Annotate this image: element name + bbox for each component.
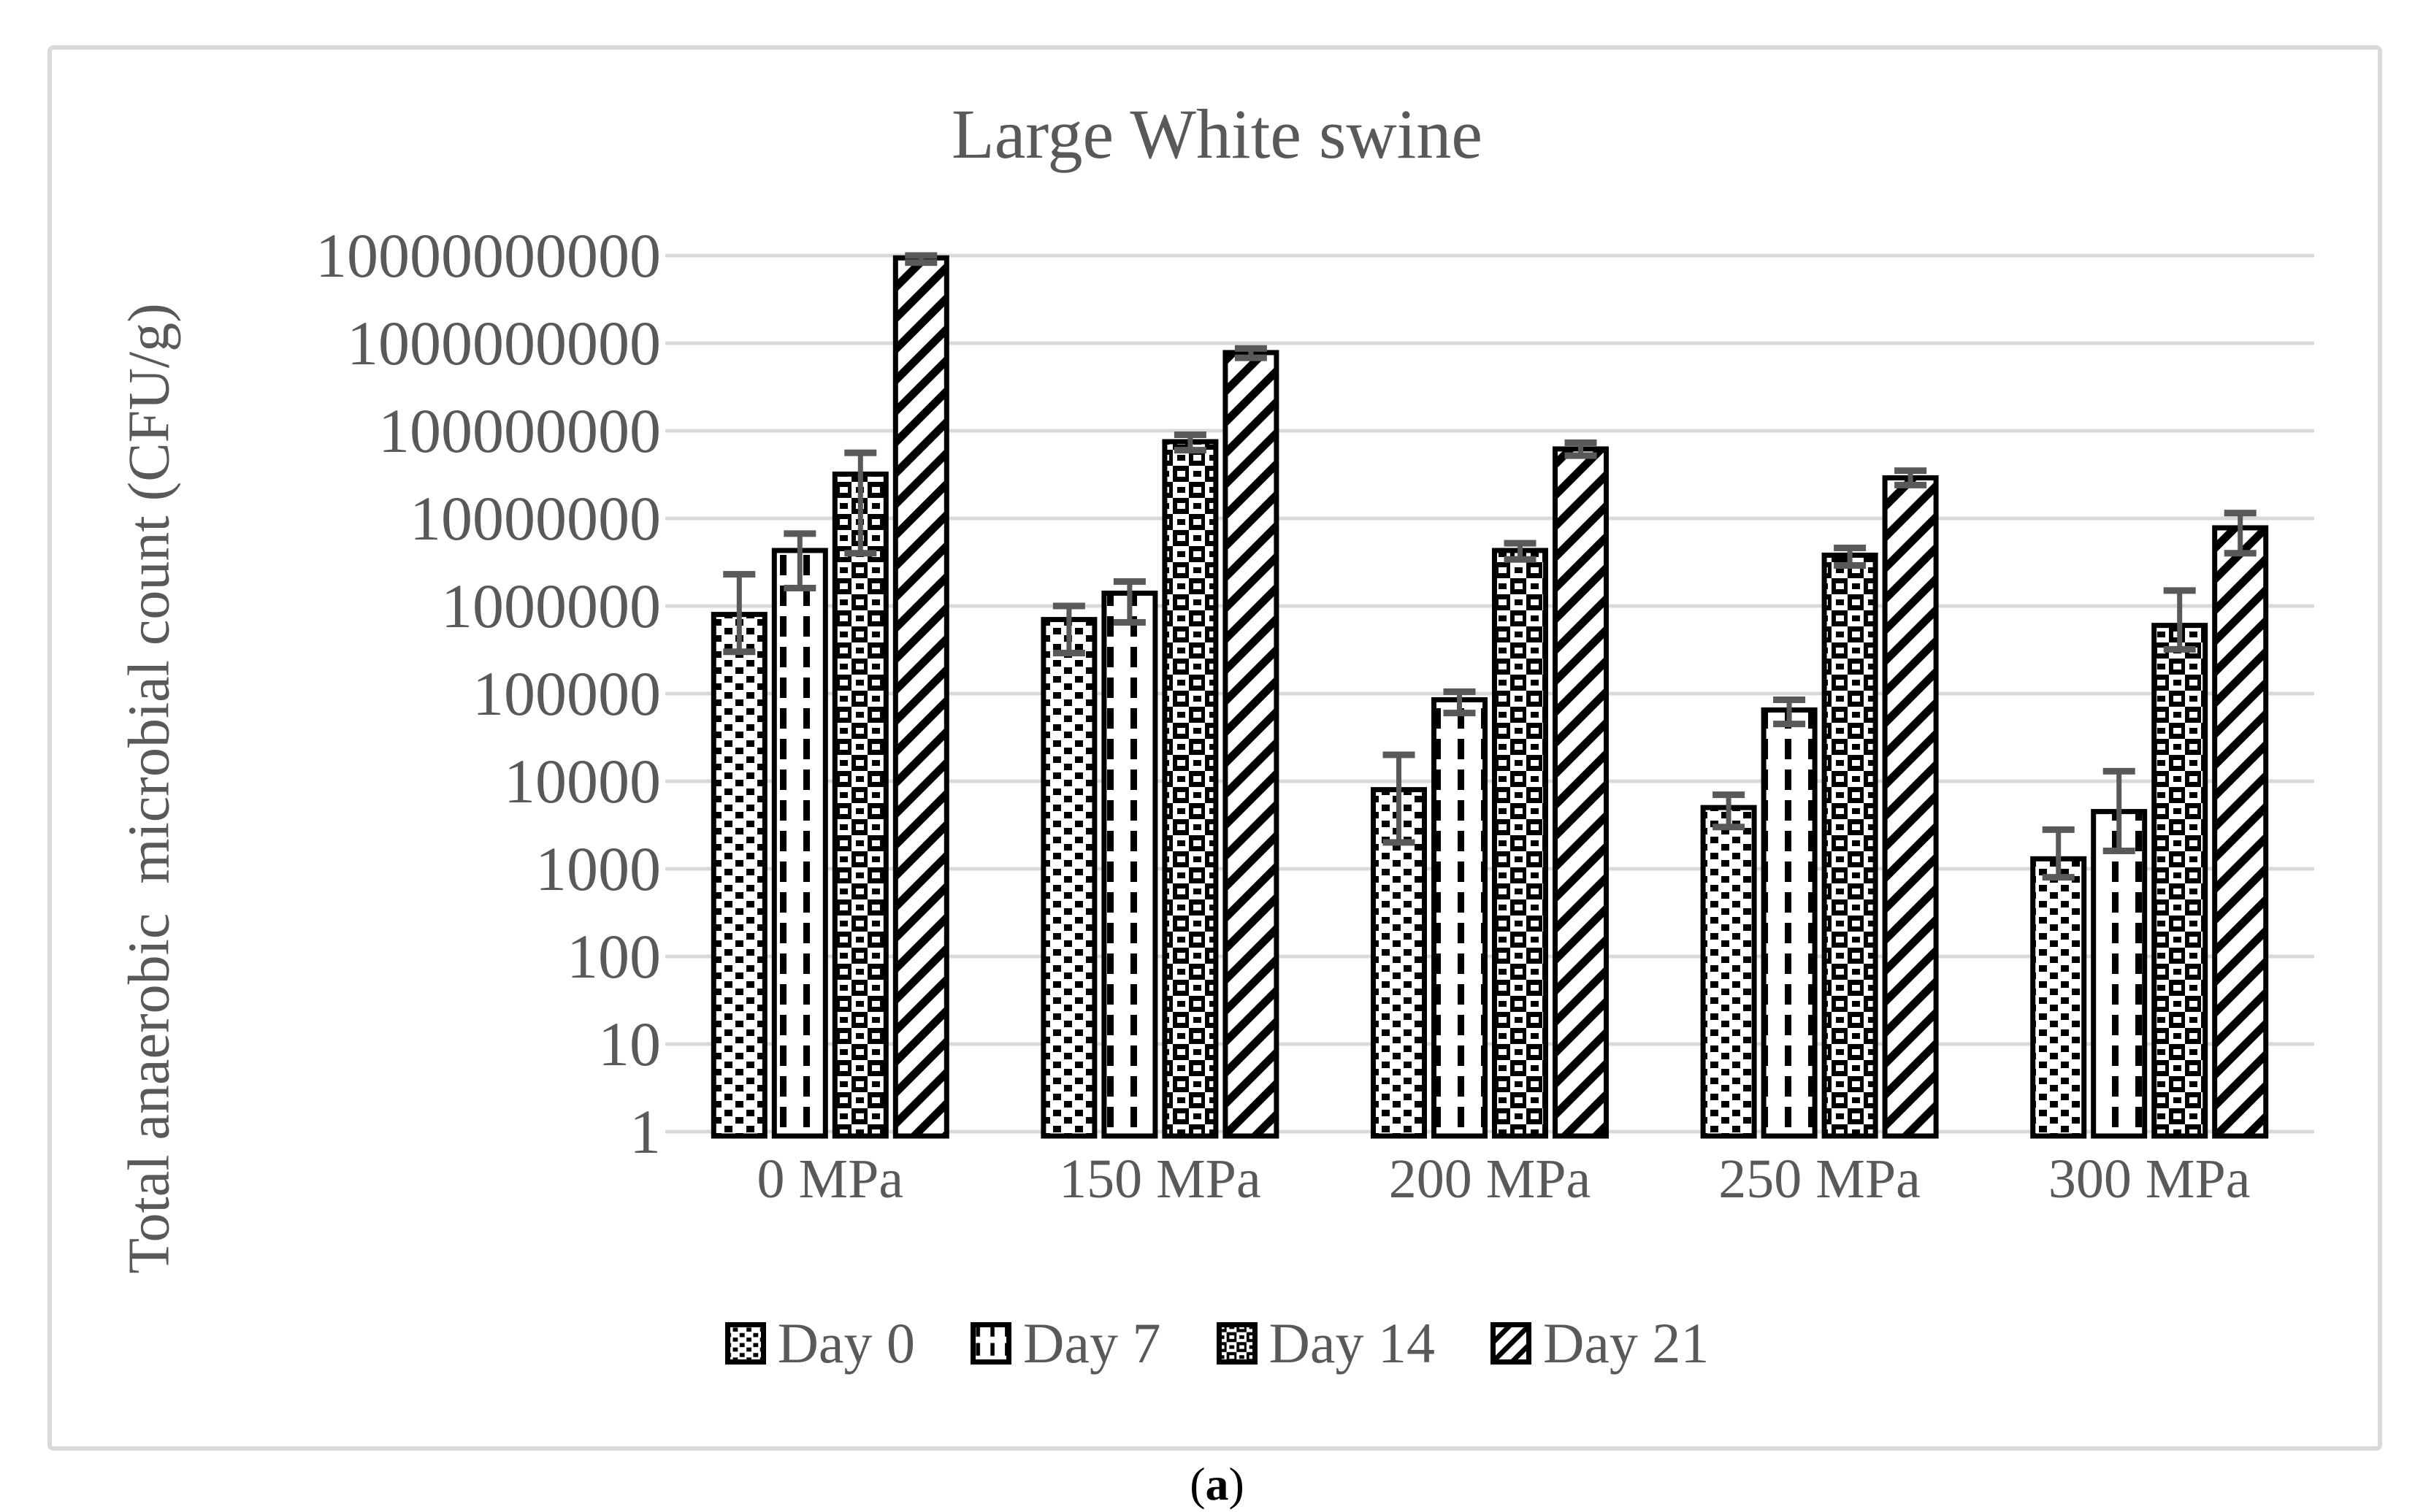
error-cap (905, 259, 938, 266)
bar-day-0-250-mpa (1700, 805, 1757, 1139)
error-cap (2042, 826, 2075, 833)
legend-label: Day 14 (1268, 1311, 1435, 1375)
caption-close-paren: ) (1228, 1458, 1244, 1510)
error-cap (1894, 467, 1927, 475)
legend-label: Day 21 (1542, 1311, 1710, 1375)
error-cap (844, 550, 877, 557)
legend: Day 0 Day 7 Day 14 Day 21 (47, 1301, 2387, 1386)
bar-day-21-200-mpa (1553, 446, 1609, 1139)
error-cap (1113, 578, 1146, 586)
error-cap (784, 585, 816, 592)
bar-day-14-0-mpa (832, 471, 889, 1139)
legend-label: Day 7 (1023, 1311, 1161, 1375)
bar-day-7-300-mpa (2091, 809, 2148, 1139)
error-cap (1564, 439, 1597, 446)
error-cap (1234, 354, 1267, 361)
error-cap (2042, 874, 2075, 881)
x-axis-label-300-mpa: 300 MPa (2048, 1148, 2251, 1210)
chart-title: Large White swine (952, 95, 1482, 173)
error-cap (1382, 751, 1415, 759)
legend-swatch-checker-weave-icon (1216, 1322, 1258, 1365)
bar-day-14-250-mpa (1821, 552, 1878, 1139)
error-cap (723, 648, 756, 656)
error-cap (1564, 452, 1597, 459)
legend-item-day-7: Day 7 (971, 1310, 1161, 1376)
y-tick-label: 10000 (504, 746, 661, 816)
bar-day-21-300-mpa (2212, 525, 2269, 1139)
error-bars (723, 252, 2257, 881)
legend-item-day-0: Day 0 (724, 1310, 916, 1376)
error-cap (1174, 431, 1206, 438)
bar-day-14-200-mpa (1492, 548, 1548, 1139)
bar-day-14-300-mpa (2151, 623, 2208, 1139)
bar-day-0-300-mpa (2030, 856, 2087, 1139)
y-tick-label: 1000 (535, 834, 661, 904)
error-cap (844, 449, 877, 456)
error-cap (1504, 556, 1536, 563)
y-tick-label: 10 (598, 1009, 661, 1079)
error-cap (1773, 696, 1806, 703)
figure-caption: (a) (0, 1457, 2434, 1511)
y-tick-label: 10000000 (410, 483, 661, 553)
error-cap (1443, 710, 1476, 717)
error-cap (1382, 839, 1415, 846)
error-cap (1712, 791, 1745, 799)
x-axis-label-0-mpa: 0 MPa (757, 1148, 904, 1210)
error-cap (2224, 550, 2257, 557)
error-cap (1504, 540, 1536, 547)
y-tick-label: 1000000 (441, 571, 661, 641)
legend-swatch-speckle-dashes-icon (724, 1322, 766, 1365)
error-cap (905, 252, 938, 259)
x-axis-label-200-mpa: 200 MPa (1388, 1148, 1591, 1210)
bar-day-7-150-mpa (1101, 590, 1158, 1139)
bar-day-14-150-mpa (1162, 439, 1219, 1139)
bar-day-7-250-mpa (1761, 707, 1818, 1139)
error-cap (2163, 645, 2196, 653)
y-axis-title: Total anaerobic microbial count (CFU/g) (117, 303, 182, 1274)
legend-label: Day 0 (777, 1311, 916, 1375)
bar-day-7-0-mpa (771, 548, 828, 1139)
y-tick-label: 1000000000 (347, 308, 661, 378)
legend-swatch-diagonal-up-icon (1490, 1322, 1531, 1365)
y-tick-label: 10000000000 (315, 220, 661, 291)
caption-open-paren: ( (1190, 1458, 1206, 1510)
x-axis-label-150-mpa: 150 MPa (1059, 1148, 1261, 1210)
error-cap (2102, 848, 2135, 855)
error-cap (784, 530, 816, 537)
legend-swatch-vertical-dashes-icon (971, 1322, 1012, 1365)
error-cap (1443, 688, 1476, 695)
bar-day-7-200-mpa (1431, 696, 1488, 1139)
bars (711, 255, 2269, 1139)
bar-day-0-150-mpa (1041, 617, 1098, 1139)
error-cap (1234, 345, 1267, 352)
bar-day-0-0-mpa (711, 612, 768, 1139)
y-tick-label: 100000 (472, 659, 661, 729)
error-cap (2224, 510, 2257, 517)
x-axis-label-250-mpa: 250 MPa (1718, 1148, 1921, 1210)
error-cap (1712, 824, 1745, 831)
error-cap (1052, 602, 1085, 610)
bar-day-21-250-mpa (1882, 475, 1939, 1139)
y-tick-label: 1 (629, 1097, 661, 1167)
error-cap (1052, 650, 1085, 657)
error-cap (1894, 481, 1927, 488)
bar-day-21-0-mpa (892, 255, 949, 1139)
error-cap (1834, 562, 1867, 569)
error-cap (1773, 721, 1806, 728)
error-cap (1834, 544, 1867, 551)
y-tick-label: 100000000 (378, 396, 661, 466)
legend-item-day-21: Day 21 (1490, 1310, 1709, 1376)
error-cap (2102, 767, 2135, 775)
error-cap (1113, 618, 1146, 626)
error-cap (2163, 587, 2196, 594)
y-tick-label: 100 (567, 921, 661, 991)
bar-day-0-200-mpa (1371, 787, 1427, 1139)
error-cap (723, 571, 756, 578)
caption-letter: a (1205, 1458, 1229, 1510)
bar-day-21-150-mpa (1222, 350, 1279, 1139)
legend-item-day-14: Day 14 (1216, 1310, 1435, 1376)
error-cap (1174, 447, 1206, 454)
